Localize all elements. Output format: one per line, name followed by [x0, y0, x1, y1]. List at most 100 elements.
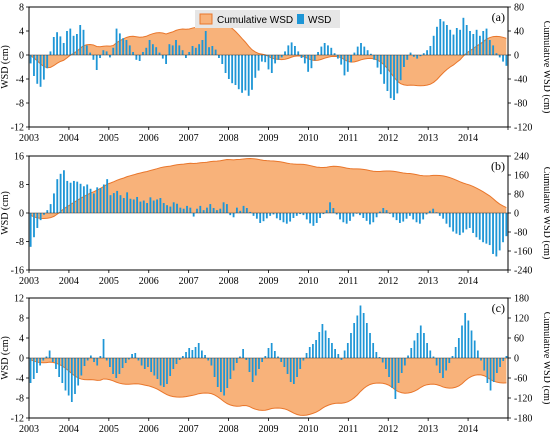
wsd-bar	[216, 358, 219, 387]
wsd-bar	[305, 353, 308, 358]
wsd-bar	[432, 356, 435, 358]
wsd-bar	[405, 213, 408, 219]
wsd-bar	[370, 53, 372, 55]
wsd-bar	[282, 213, 285, 223]
wsd-bar	[77, 358, 80, 386]
x-tick-label: 2012	[378, 133, 398, 144]
wsd-bar	[39, 358, 41, 366]
wsd-bar	[124, 358, 127, 363]
wsd-bar	[475, 213, 478, 238]
wsd-bar	[476, 350, 479, 358]
wsd-bar	[192, 213, 195, 217]
x-tick-label: 2003	[19, 276, 39, 287]
wsd-bar	[373, 55, 376, 60]
wsd-bar	[178, 45, 181, 55]
wsd-bar	[165, 55, 167, 64]
wsd-bar	[391, 358, 394, 388]
wsd-bar	[412, 213, 415, 220]
wsd-bar	[112, 358, 114, 374]
wsd-bar	[394, 358, 397, 399]
wsd-bar	[32, 358, 35, 379]
y-axis-title: WSD (cm)	[0, 336, 11, 380]
x-tick-label: 2009	[259, 133, 279, 144]
wsd-bar	[321, 324, 324, 358]
wsd-bar	[294, 46, 296, 55]
wsd-bar	[478, 213, 481, 240]
y-tick-label: 16	[14, 152, 24, 163]
y-right-tick-label: 80	[514, 3, 524, 14]
wsd-bar	[432, 35, 435, 55]
wsd-bar	[36, 213, 39, 228]
wsd-bar	[332, 208, 335, 213]
wsd-bar	[128, 45, 131, 55]
wsd-bar	[483, 358, 486, 371]
wsd-bar	[214, 49, 217, 55]
wsd-bar	[320, 46, 323, 55]
wsd-bar	[319, 213, 321, 218]
wsd-bar	[449, 29, 452, 55]
y-axis-title: WSD (cm)	[0, 191, 11, 235]
wsd-bar	[148, 40, 151, 55]
wsd-bar	[254, 55, 257, 78]
wsd-bar	[349, 213, 351, 221]
wsd-bar	[242, 205, 245, 214]
wsd-bar	[473, 340, 476, 358]
x-tick-label: 2005	[99, 133, 119, 144]
wsd-bar	[280, 55, 283, 58]
wsd-bar	[142, 52, 144, 55]
wsd-bar	[210, 358, 213, 366]
wsd-bar	[492, 45, 495, 55]
wsd-bar	[408, 213, 411, 216]
x-tick-label: 2013	[418, 133, 438, 144]
wsd-bar	[482, 31, 485, 55]
wsd-bar	[310, 55, 313, 69]
wsd-bar	[350, 55, 352, 63]
wsd-bar	[366, 50, 369, 55]
wsd-bar	[172, 202, 175, 213]
wsd-bar	[188, 348, 191, 358]
wsd-bar	[251, 55, 253, 90]
wsd-bar	[343, 350, 346, 358]
legend-label-cumulative: Cumulative WSD	[217, 15, 293, 26]
wsd-bar	[239, 210, 242, 213]
wsd-bar	[59, 36, 62, 55]
wsd-bar	[159, 198, 162, 213]
wsd-bar	[223, 358, 225, 396]
x-tick-label: 2006	[139, 276, 159, 287]
wsd-bar	[335, 213, 338, 215]
wsd-bar	[89, 188, 92, 213]
wsd-bar	[293, 358, 295, 384]
wsd-bar	[79, 25, 82, 55]
x-tick-label: 2008	[219, 424, 239, 435]
wsd-bar	[188, 52, 191, 55]
wsd-bar	[226, 204, 228, 213]
wsd-bar	[369, 213, 371, 225]
wsd-bar	[502, 55, 504, 62]
wsd-bar	[194, 347, 197, 358]
wsd-bar	[265, 213, 268, 219]
wsd-bar	[470, 330, 473, 358]
wsd-bar	[302, 213, 305, 216]
wsd-bar	[126, 192, 129, 213]
wsd-bar	[46, 210, 49, 213]
wsd-bar	[280, 358, 283, 362]
x-tick-label: 2011	[339, 424, 359, 435]
wsd-bar	[485, 28, 488, 55]
wsd-bar	[222, 202, 225, 213]
wsd-bar	[46, 55, 49, 69]
wsd-bar	[227, 55, 230, 79]
legend-label-wsd: WSD	[308, 15, 331, 26]
y-right-tick-label: 40	[514, 27, 524, 38]
wsd-bar	[472, 34, 475, 55]
wsd-bar	[43, 213, 45, 215]
cumulative-area	[30, 158, 507, 219]
panel-label: (c)	[492, 301, 505, 315]
y-tick-label: 0	[19, 354, 24, 365]
wsd-bar	[248, 358, 251, 372]
wsd-bar	[42, 55, 45, 80]
wsd-bar	[182, 208, 185, 213]
wsd-bar	[363, 46, 366, 55]
wsd-bar	[264, 356, 267, 358]
x-tick-label: 2007	[179, 276, 199, 287]
wsd-bar	[162, 203, 165, 213]
